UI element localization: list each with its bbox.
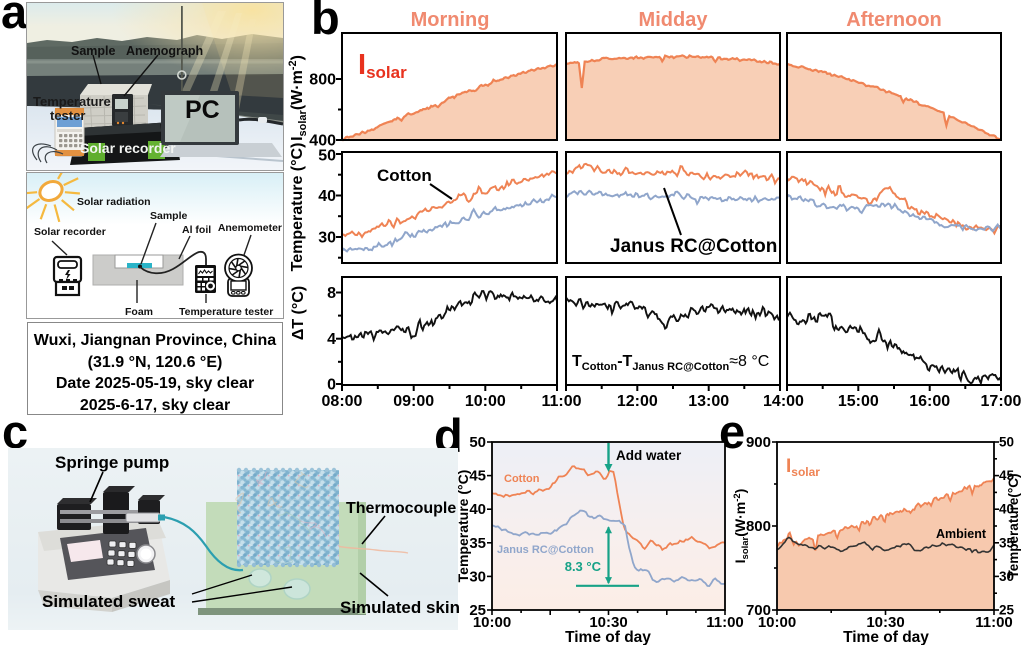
svg-text:45: 45 (999, 468, 1015, 483)
svg-text:30: 30 (469, 568, 486, 585)
svg-text:11:00: 11:00 (541, 393, 581, 410)
svg-text:11:00: 11:00 (706, 614, 744, 631)
svg-text:16:00: 16:00 (909, 393, 950, 410)
svg-text:8: 8 (327, 285, 336, 302)
svg-text:8.3 °C: 8.3 °C (565, 559, 602, 574)
svg-text:Isolar(W·m-2): Isolar(W·m-2) (287, 55, 309, 141)
svg-text:40: 40 (469, 501, 486, 518)
svg-text:ΔT (°C): ΔT (°C) (290, 286, 307, 340)
svg-text:35: 35 (469, 535, 486, 552)
svg-text:Janus RC@Cotton: Janus RC@Cotton (610, 236, 777, 257)
svg-text:900: 900 (746, 434, 771, 451)
svg-text:Temperature: Temperature (33, 94, 111, 109)
svg-text:12:00: 12:00 (617, 393, 658, 410)
svg-text:Midday: Midday (639, 9, 709, 31)
svg-text:35: 35 (999, 535, 1015, 550)
svg-text:Cotton: Cotton (504, 473, 540, 485)
svg-text:Temperature (°C): Temperature (°C) (289, 143, 306, 272)
svg-text:PC: PC (185, 96, 220, 124)
svg-text:Solar recorder: Solar recorder (80, 140, 176, 156)
svg-text:0: 0 (327, 377, 336, 394)
svg-text:400: 400 (309, 133, 336, 150)
svg-text:Sample: Sample (71, 44, 116, 58)
svg-text:Cotton: Cotton (377, 166, 432, 185)
svg-text:10:30: 10:30 (866, 614, 904, 631)
svg-text:30: 30 (318, 230, 336, 247)
svg-text:tester: tester (50, 108, 85, 123)
svg-text:Temperature(°C): Temperature(°C) (1006, 474, 1021, 579)
svg-text:Solar recorder: Solar recorder (34, 226, 106, 238)
svg-text:Sample: Sample (150, 210, 188, 222)
svg-text:800: 800 (746, 518, 771, 535)
svg-text:Afternoon: Afternoon (846, 9, 942, 31)
svg-text:Ambient: Ambient (936, 527, 987, 541)
svg-text:50: 50 (999, 435, 1014, 450)
svg-text:Add water: Add water (616, 448, 682, 463)
svg-text:08:00: 08:00 (322, 393, 363, 410)
svg-text:Simulated skin: Simulated skin (340, 598, 460, 617)
svg-text:13:00: 13:00 (688, 393, 729, 410)
svg-text:Time of day: Time of day (565, 629, 651, 645)
svg-text:15:00: 15:00 (838, 393, 879, 410)
svg-text:TCotton-TJanus RC@Cotton≈8 °C: TCotton-TJanus RC@Cotton≈8 °C (572, 353, 769, 373)
svg-text:10:30: 10:30 (589, 614, 627, 631)
svg-text:10:00: 10:00 (465, 393, 506, 410)
svg-text:Isolar: Isolar (786, 456, 820, 479)
svg-text:Morning: Morning (411, 9, 490, 31)
svg-text:700: 700 (746, 602, 771, 619)
svg-text:Simulated sweat: Simulated sweat (42, 592, 176, 611)
svg-text:Isolar: Isolar (358, 49, 407, 82)
svg-text:Springe pump: Springe pump (55, 453, 169, 472)
svg-text:10:00: 10:00 (758, 614, 796, 631)
svg-text:Thermocouple: Thermocouple (346, 500, 456, 517)
svg-text:Temperature tester: Temperature tester (179, 306, 273, 318)
svg-text:30: 30 (999, 569, 1014, 584)
svg-text:40: 40 (318, 188, 336, 205)
svg-text:09:00: 09:00 (393, 393, 434, 410)
svg-text:Foam: Foam (125, 306, 153, 318)
svg-text:Anemograph: Anemograph (126, 44, 203, 58)
svg-text:25: 25 (999, 603, 1015, 618)
svg-text:14:00: 14:00 (763, 393, 804, 410)
svg-text:Time of day: Time of day (843, 629, 929, 645)
svg-text:17:00: 17:00 (981, 393, 1022, 410)
svg-text:Anemometer: Anemometer (218, 222, 282, 234)
svg-text:Janus RC@Cotton: Janus RC@Cotton (497, 544, 594, 556)
svg-text:50: 50 (469, 434, 486, 451)
svg-text:Temperature (°C): Temperature (°C) (455, 470, 471, 583)
svg-text:10:00: 10:00 (473, 614, 511, 631)
svg-text:50: 50 (318, 148, 336, 165)
svg-text:25: 25 (469, 602, 486, 619)
svg-text:45: 45 (469, 468, 486, 485)
svg-text:Al foil: Al foil (182, 224, 211, 236)
svg-text:800: 800 (309, 72, 336, 89)
svg-text:4: 4 (327, 331, 336, 348)
svg-text:40: 40 (999, 502, 1014, 517)
svg-text:11:00: 11:00 (975, 614, 1013, 631)
svg-text:Solar radiation: Solar radiation (77, 196, 151, 208)
